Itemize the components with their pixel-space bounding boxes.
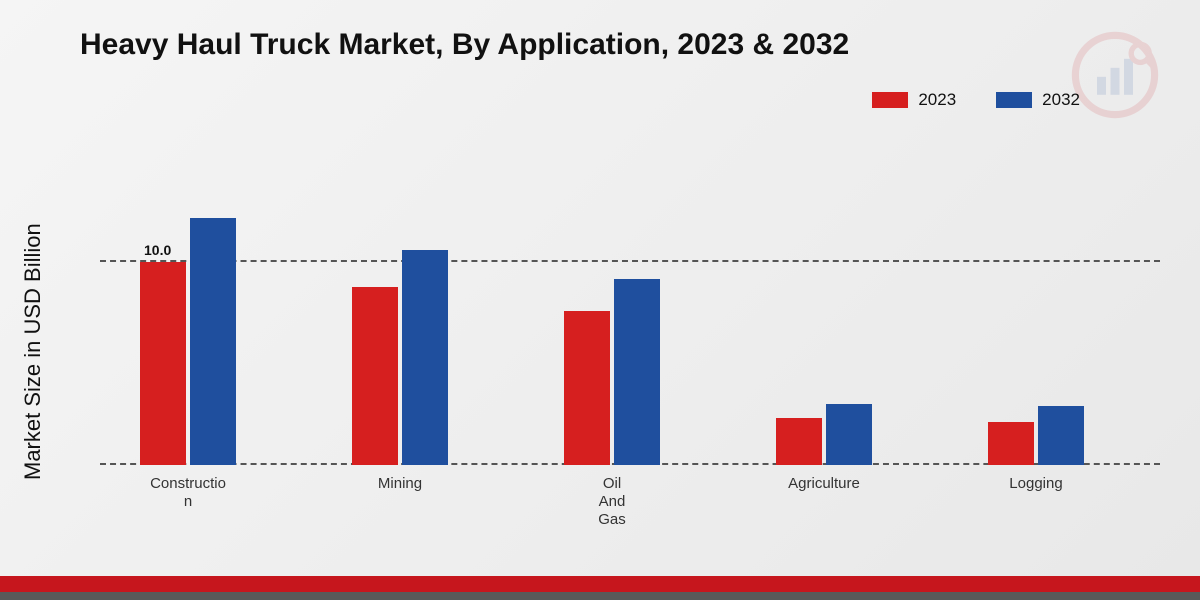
chart-container: Heavy Haul Truck Market, By Application,… (0, 0, 1200, 600)
category-label: Agriculture (774, 475, 874, 493)
reference-line (100, 260, 1160, 262)
bar-2032 (826, 404, 872, 465)
category-label: Mining (350, 475, 450, 493)
category-label: OilAndGas (562, 475, 662, 529)
bar-2023 (988, 422, 1034, 465)
bar-2023 (140, 262, 186, 465)
y-axis-label: Market Size in USD Billion (20, 223, 46, 480)
legend-item-2023: 2023 (872, 90, 956, 110)
bar-2032 (402, 250, 448, 465)
reference-label: 10.0 (144, 242, 171, 258)
bar-2023 (352, 287, 398, 465)
chart-title: Heavy Haul Truck Market, By Application,… (80, 28, 849, 62)
legend-item-2032: 2032 (996, 90, 1080, 110)
bar-2023 (776, 418, 822, 465)
legend-label: 2023 (918, 90, 956, 110)
category-label: Logging (986, 475, 1086, 493)
bar-2032 (614, 279, 660, 465)
brand-logo (1070, 30, 1160, 120)
legend: 2023 2032 (872, 90, 1080, 110)
plot-area: 10.0 (100, 155, 1160, 465)
bar-2023 (564, 311, 610, 465)
category-label: Construction (138, 475, 238, 511)
legend-swatch-2023 (872, 92, 908, 108)
footer-red-strip (0, 576, 1200, 592)
legend-swatch-2032 (996, 92, 1032, 108)
bar-2032 (190, 218, 236, 465)
legend-label: 2032 (1042, 90, 1080, 110)
footer-gray-strip (0, 592, 1200, 600)
bar-2032 (1038, 406, 1084, 465)
